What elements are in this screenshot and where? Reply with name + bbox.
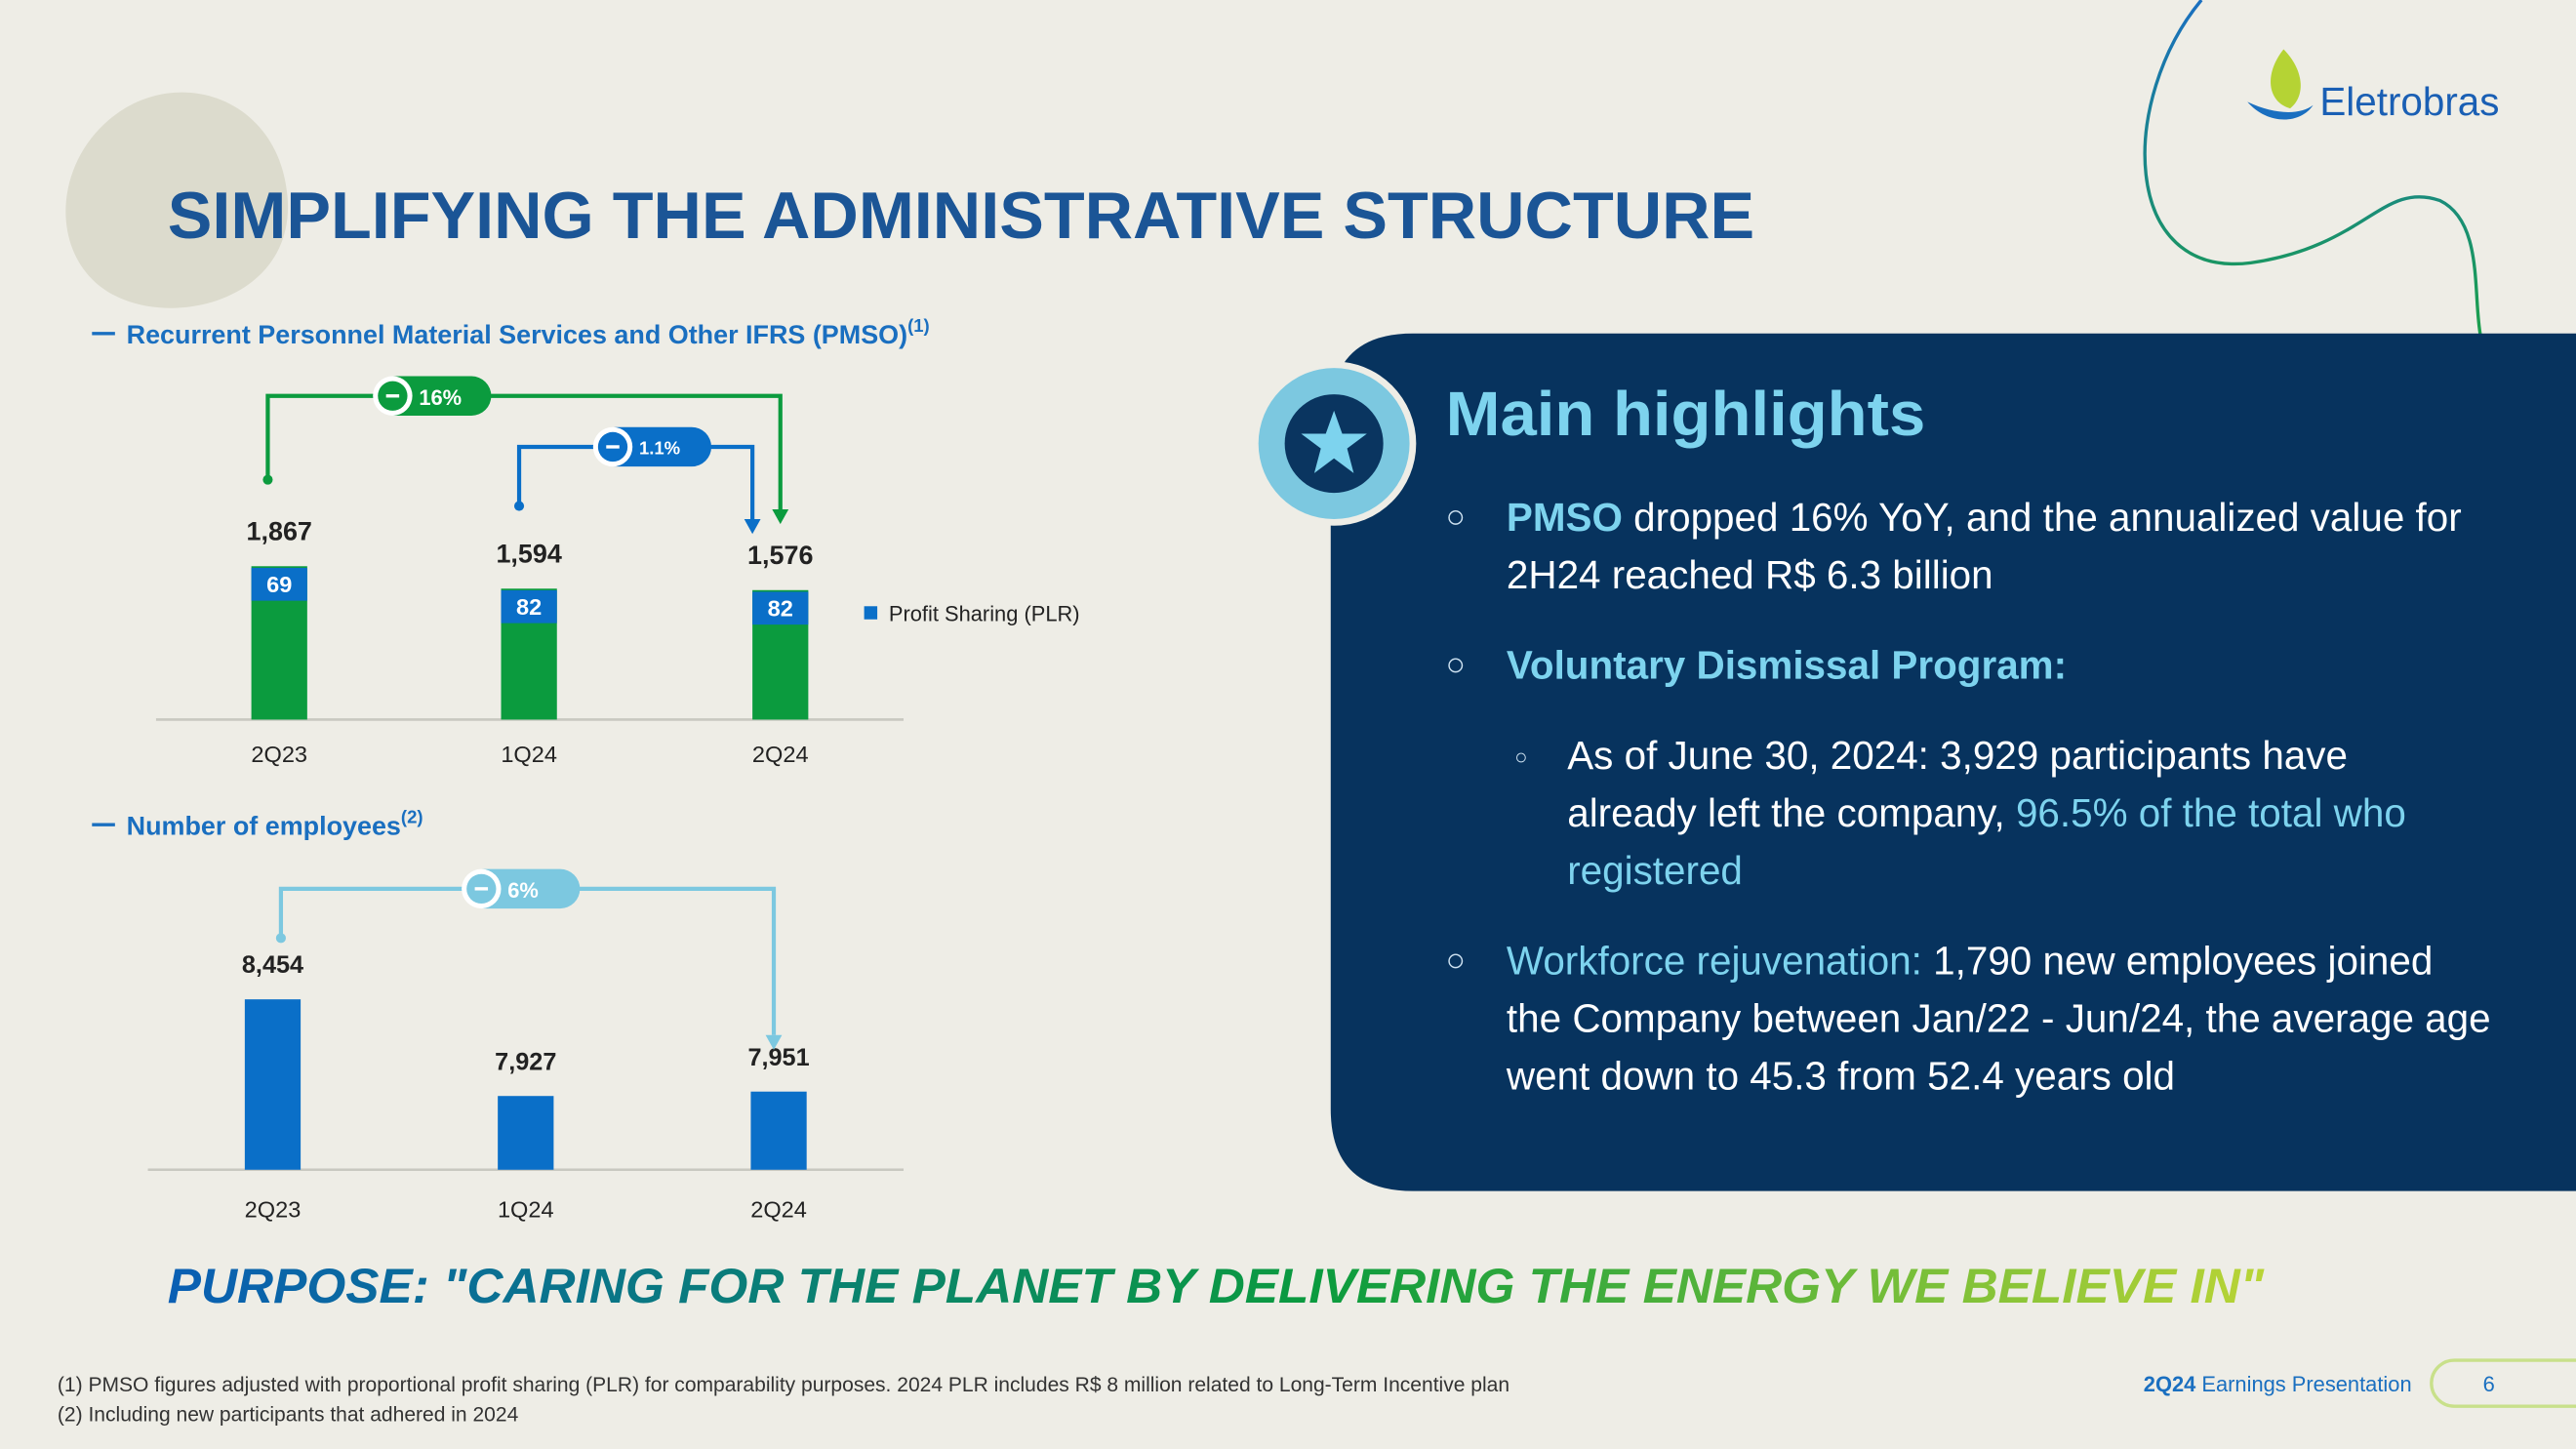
decor-curve bbox=[2143, 0, 2482, 338]
value-label: 7,951 bbox=[747, 1044, 809, 1071]
bullet: ○ bbox=[1445, 647, 1466, 684]
highlight-text: Workforce rejuvenation: bbox=[1506, 940, 1922, 985]
plr-label: 69 bbox=[266, 572, 292, 597]
chart-title-note: (2) bbox=[401, 807, 423, 827]
bracket-arrow bbox=[772, 508, 789, 525]
chart-title-text: Number of employees bbox=[127, 811, 401, 840]
highlights-title: Main highlights bbox=[1446, 379, 1926, 449]
purpose: PURPOSE: "CARING FOR THE PLANET BY DELIV… bbox=[168, 1258, 2265, 1313]
bullet: ○ bbox=[1445, 943, 1466, 980]
value-label: 1,867 bbox=[247, 516, 312, 545]
logo-leaf bbox=[2271, 49, 2301, 109]
bullet: ○ bbox=[1445, 499, 1466, 536]
x-tick-label: 2Q23 bbox=[251, 742, 307, 767]
highlight-text: dropped 16% YoY, and the annualized valu… bbox=[1506, 496, 2473, 598]
footnote: (1) PMSO figures adjusted with proportio… bbox=[58, 1374, 1509, 1396]
x-tick-label: 2Q23 bbox=[245, 1197, 302, 1223]
x-tick-label: 1Q24 bbox=[501, 742, 557, 767]
chart-title-text: Recurrent Personnel Material Services an… bbox=[127, 320, 907, 349]
plr-label: 82 bbox=[516, 594, 542, 620]
bracket bbox=[265, 393, 783, 509]
bracket bbox=[278, 886, 777, 1035]
x-tick-label: 1Q24 bbox=[498, 1197, 554, 1223]
bar bbox=[498, 1096, 554, 1170]
value-label: 1,594 bbox=[496, 539, 561, 568]
x-tick-label: 2Q24 bbox=[752, 742, 809, 767]
page-pill bbox=[2430, 1358, 2576, 1408]
footer-period: 2Q24 bbox=[2144, 1372, 2196, 1396]
footnote: (2) Including new participants that adhe… bbox=[58, 1403, 519, 1426]
highlight-text: PMSO bbox=[1506, 496, 1623, 541]
highlight-text: Voluntary Dismissal Program: bbox=[1506, 643, 2068, 689]
highlight-text: 96.5% of the total who registered bbox=[1567, 791, 2418, 894]
chart-title-note: (1) bbox=[907, 315, 930, 336]
legend-swatch bbox=[864, 606, 878, 620]
change-label: 6% bbox=[507, 878, 539, 903]
highlight-item: ○ PMSO dropped 16% YoY, and the annualize… bbox=[1446, 490, 2498, 605]
footer-text: Earnings Presentation bbox=[2201, 1372, 2411, 1396]
slide-title: SIMPLIFYING THE ADMINISTRATIVE STRUCTURE bbox=[168, 180, 1754, 253]
bullet: ○ bbox=[1514, 744, 1528, 769]
bar bbox=[244, 999, 302, 1170]
plr-segment bbox=[501, 589, 557, 624]
page-number: 6 bbox=[2483, 1372, 2495, 1396]
highlights-panel bbox=[1330, 333, 2576, 1191]
value-label: 7,927 bbox=[495, 1048, 556, 1075]
change-label: 16% bbox=[419, 385, 462, 410]
logo-text: Eletrobras bbox=[2319, 79, 2499, 124]
value-label: 1,576 bbox=[747, 541, 813, 570]
plr-label: 82 bbox=[768, 596, 793, 622]
plr-segment bbox=[752, 591, 809, 625]
bar bbox=[750, 1091, 807, 1170]
bracket-arrow bbox=[765, 1034, 783, 1050]
change-label: 1.1% bbox=[639, 438, 680, 459]
footer-label: 2Q24 Earnings Presentation bbox=[2144, 1372, 2412, 1396]
highlight-item: ○ As of June 30, 2024: 3,929 participants… bbox=[1446, 728, 2487, 901]
highlight-item: ○ Workforce rejuvenation: 1,790 new emplo… bbox=[1446, 933, 2498, 1106]
plr-segment bbox=[251, 567, 307, 601]
highlight-text: 1,790 new employees joined the Company b… bbox=[1506, 940, 2502, 1100]
decor-blob bbox=[65, 92, 289, 308]
chart-title: Recurrent Personnel Material Services an… bbox=[127, 315, 930, 349]
value-label: 8,454 bbox=[242, 951, 303, 979]
bracket-arrow bbox=[744, 519, 761, 535]
x-tick-label: 2Q24 bbox=[750, 1197, 807, 1223]
highlights-list: ○ PMSO dropped 16% YoY, and the annualize… bbox=[1446, 490, 2498, 1139]
legend-label: Profit Sharing (PLR) bbox=[889, 601, 1080, 625]
logo-wave bbox=[2247, 101, 2314, 120]
icon-star bbox=[1301, 410, 1367, 473]
chart-title: Number of employees(2) bbox=[127, 807, 423, 841]
highlight-text: As of June 30, 2024: 3,929 participants … bbox=[1567, 734, 2359, 836]
highlight-item: ○ Voluntary Dismissal Program: bbox=[1446, 637, 2498, 695]
